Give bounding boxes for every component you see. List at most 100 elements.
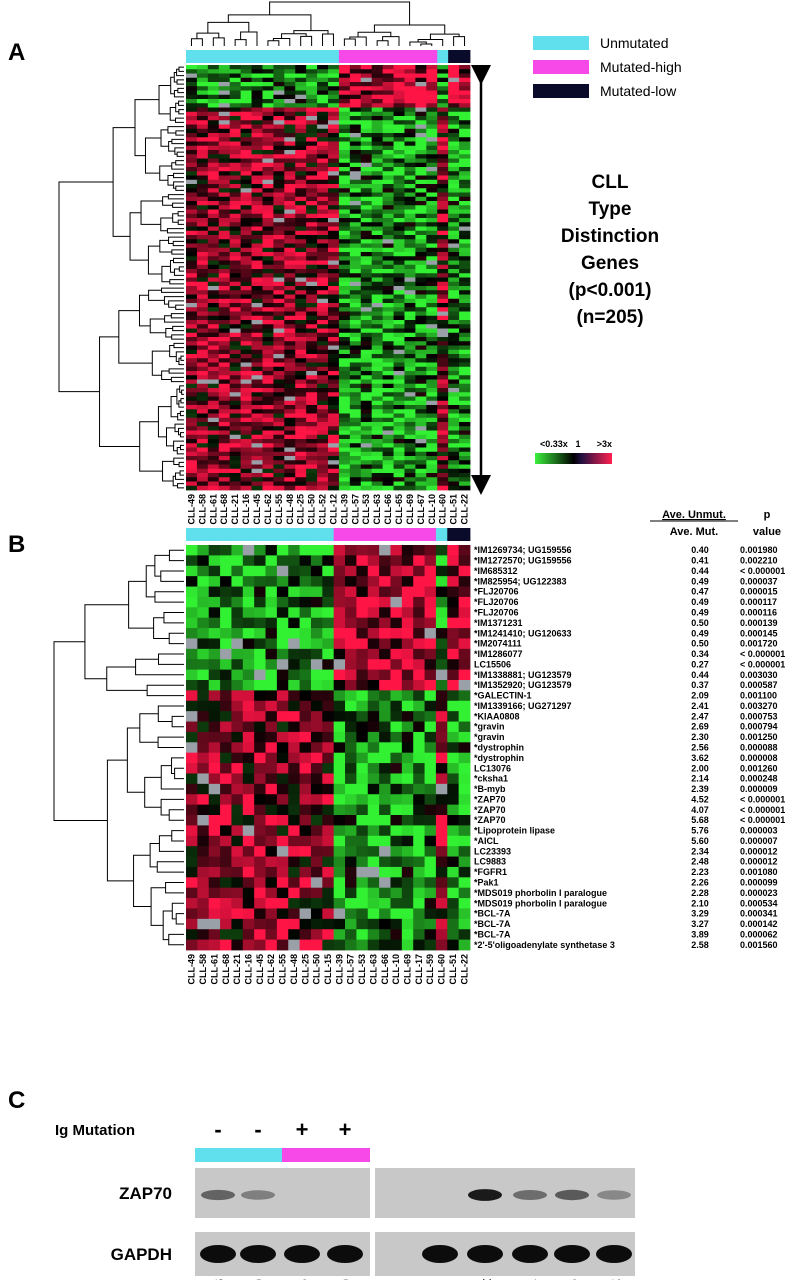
heatmap-cell	[390, 680, 403, 691]
heatmap-cell	[240, 485, 252, 491]
heatmap-cell	[360, 337, 373, 342]
gene-label: *IM1371231	[474, 618, 523, 628]
heatmap-cell	[404, 201, 416, 206]
heatmap-cell	[371, 303, 384, 308]
heatmap-cell	[382, 447, 394, 453]
group-bar	[288, 528, 300, 541]
heatmap-cell	[218, 184, 231, 189]
heatmap-cell	[349, 307, 362, 312]
heatmap-cell	[458, 887, 471, 899]
ratio-value: 4.52	[691, 794, 709, 804]
heatmap-cell	[459, 281, 471, 287]
heatmap-cell	[273, 145, 285, 151]
heatmap-cell	[448, 383, 460, 389]
heatmap-cell	[265, 877, 278, 889]
heatmap-cell	[349, 269, 362, 274]
heatmap-cell	[367, 877, 380, 889]
p-value: < 0.000001	[740, 794, 785, 804]
heatmap-cell	[186, 752, 198, 764]
heatmap-cell	[371, 260, 384, 266]
heatmap-cell	[276, 545, 289, 556]
heatmap-cell	[240, 73, 252, 79]
heatmap-cell	[447, 628, 460, 639]
heatmap-cell	[295, 128, 307, 134]
heatmap-cell	[295, 260, 307, 266]
heatmap-cell	[382, 107, 394, 113]
heatmap-cell	[306, 107, 318, 113]
heatmap-cell	[401, 815, 414, 826]
heatmap-cell	[379, 887, 391, 899]
heatmap-cell	[349, 201, 362, 206]
heatmap-cell	[371, 69, 384, 74]
heatmap-cell	[328, 375, 340, 380]
heatmap-cell	[415, 413, 427, 419]
ratio-value: 5.60	[691, 836, 709, 846]
heatmap-cell	[382, 150, 394, 155]
heatmap-cell	[367, 742, 380, 754]
heatmap-cell	[218, 154, 231, 159]
heatmap-cell	[415, 345, 427, 351]
heatmap-cell	[448, 290, 460, 295]
heatmap-cell	[448, 205, 460, 210]
heatmap-cell	[317, 388, 329, 393]
heatmap-cell	[196, 464, 209, 470]
heatmap-cell	[299, 752, 312, 764]
heatmap-cell	[401, 545, 414, 556]
heatmap-cell	[317, 116, 329, 121]
heatmap-cell	[207, 426, 220, 431]
heatmap-cell	[393, 366, 405, 372]
heatmap-cell	[240, 252, 252, 257]
heatmap-cell	[322, 680, 335, 691]
heatmap-cell	[448, 430, 460, 436]
heatmap-cell	[437, 417, 449, 423]
heatmap-cell	[328, 405, 340, 410]
heatmap-cell	[349, 111, 362, 117]
heatmap-cell	[197, 690, 210, 702]
heatmap-cell	[371, 413, 384, 419]
heatmap-cell	[186, 877, 198, 889]
heatmap-cell	[229, 252, 242, 257]
heatmap-cell	[356, 898, 369, 909]
heatmap-cell	[459, 298, 471, 304]
heatmap-cell	[328, 396, 340, 402]
heatmap-cell	[437, 150, 449, 155]
heatmap-cell	[338, 111, 351, 117]
heatmap-cell	[459, 235, 471, 240]
heatmap-cell	[240, 430, 252, 436]
heatmap-cell	[295, 252, 307, 257]
heatmap-cell	[382, 99, 394, 104]
heatmap-cell	[424, 773, 437, 785]
heatmap-cell	[415, 477, 427, 482]
heatmap-cell	[276, 596, 289, 608]
heatmap-cell	[242, 607, 255, 619]
ratio-value: 3.29	[691, 909, 709, 919]
heatmap-cell	[360, 481, 373, 487]
heatmap-cell	[240, 192, 252, 198]
group-bar	[186, 528, 198, 541]
heatmap-cell	[448, 175, 460, 181]
heatmap-cell	[196, 354, 209, 359]
heatmap-cell	[284, 290, 296, 295]
heatmap-cell	[262, 417, 274, 423]
heatmap-cell	[415, 235, 427, 240]
heatmap-cell	[262, 162, 274, 168]
heatmap-cell	[435, 565, 448, 577]
heatmap-cell	[251, 120, 263, 125]
heatmap-cell	[371, 201, 384, 206]
heatmap-cell	[379, 846, 391, 857]
heatmap-cell	[218, 69, 231, 74]
heatmap-cell	[276, 565, 289, 577]
heatmap-cell	[306, 154, 318, 159]
sample-label: CLL-21	[230, 494, 240, 525]
heatmap-cell	[229, 400, 242, 406]
heatmap-cell	[273, 311, 285, 317]
heatmap-cell	[426, 226, 438, 232]
heatmap-cell	[459, 192, 471, 198]
heatmap-cell	[284, 175, 296, 181]
heatmap-cell	[317, 158, 329, 164]
heatmap-cell	[218, 400, 231, 406]
heatmap-cell	[437, 362, 449, 368]
heatmap-cell	[284, 222, 296, 227]
heatmap-cell	[401, 835, 414, 847]
heatmap-cell	[360, 405, 373, 410]
